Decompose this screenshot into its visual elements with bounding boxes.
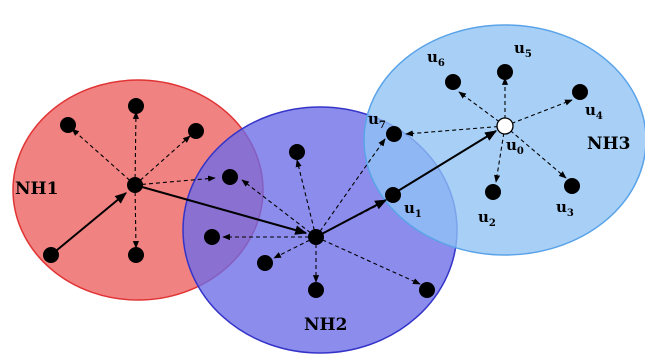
label-u0: u0 xyxy=(506,136,524,157)
node xyxy=(308,229,324,245)
label-u5: u5 xyxy=(514,39,532,60)
neighborhood-nh3 xyxy=(363,24,645,256)
node-u4 xyxy=(572,84,588,100)
node-u1 xyxy=(385,187,401,203)
label-u1: u1 xyxy=(404,199,422,220)
node xyxy=(308,282,324,298)
node-u7 xyxy=(386,126,402,142)
edges-nh1 xyxy=(71,111,216,249)
label-nh3: NH3 xyxy=(587,134,630,154)
label-nh2: NH2 xyxy=(304,315,347,335)
node-u5 xyxy=(497,64,513,80)
node xyxy=(188,123,204,139)
node xyxy=(222,169,238,185)
node xyxy=(289,144,305,160)
nodes xyxy=(43,64,588,298)
label-u4: u4 xyxy=(585,101,603,122)
label-u3: u3 xyxy=(556,198,574,219)
node-u3 xyxy=(564,178,580,194)
node-u0 xyxy=(496,117,514,135)
node-u2 xyxy=(485,184,501,200)
node-u6 xyxy=(445,74,461,90)
label-nh1: NH1 xyxy=(15,179,58,199)
node xyxy=(128,247,144,263)
label-u2: u2 xyxy=(478,208,496,229)
label-u6: u6 xyxy=(427,48,445,69)
node xyxy=(43,247,59,263)
path-edges xyxy=(50,130,498,256)
label-u7: u7 xyxy=(368,110,386,131)
node xyxy=(257,255,273,271)
node xyxy=(128,98,144,114)
node xyxy=(127,177,143,193)
node xyxy=(204,229,220,245)
node xyxy=(419,282,435,298)
node xyxy=(60,117,76,133)
